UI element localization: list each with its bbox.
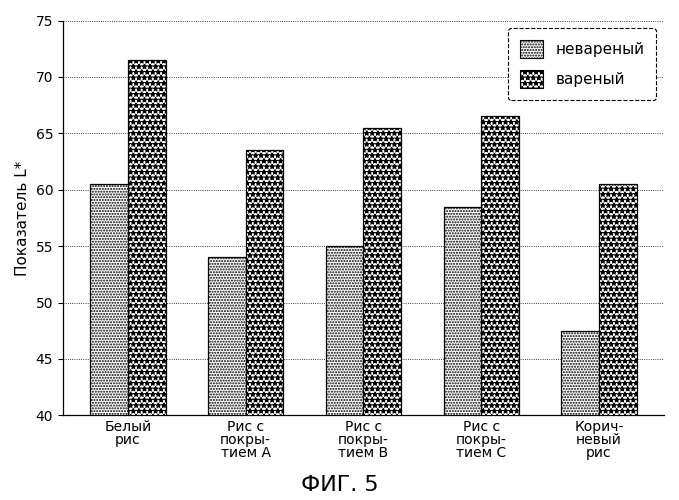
Bar [246, 150, 283, 500]
Bar [90, 184, 128, 500]
Bar [562, 330, 599, 500]
Bar [443, 206, 481, 500]
Bar [326, 246, 363, 500]
Bar [128, 60, 166, 500]
Text: ФИГ. 5: ФИГ. 5 [301, 475, 378, 495]
Bar [363, 128, 401, 500]
Bar [208, 258, 246, 500]
Y-axis label: Показатель L*: Показатель L* [15, 160, 30, 276]
Bar [481, 116, 519, 500]
Legend: невареный, вареный: невареный, вареный [508, 28, 657, 100]
Bar [599, 184, 637, 500]
